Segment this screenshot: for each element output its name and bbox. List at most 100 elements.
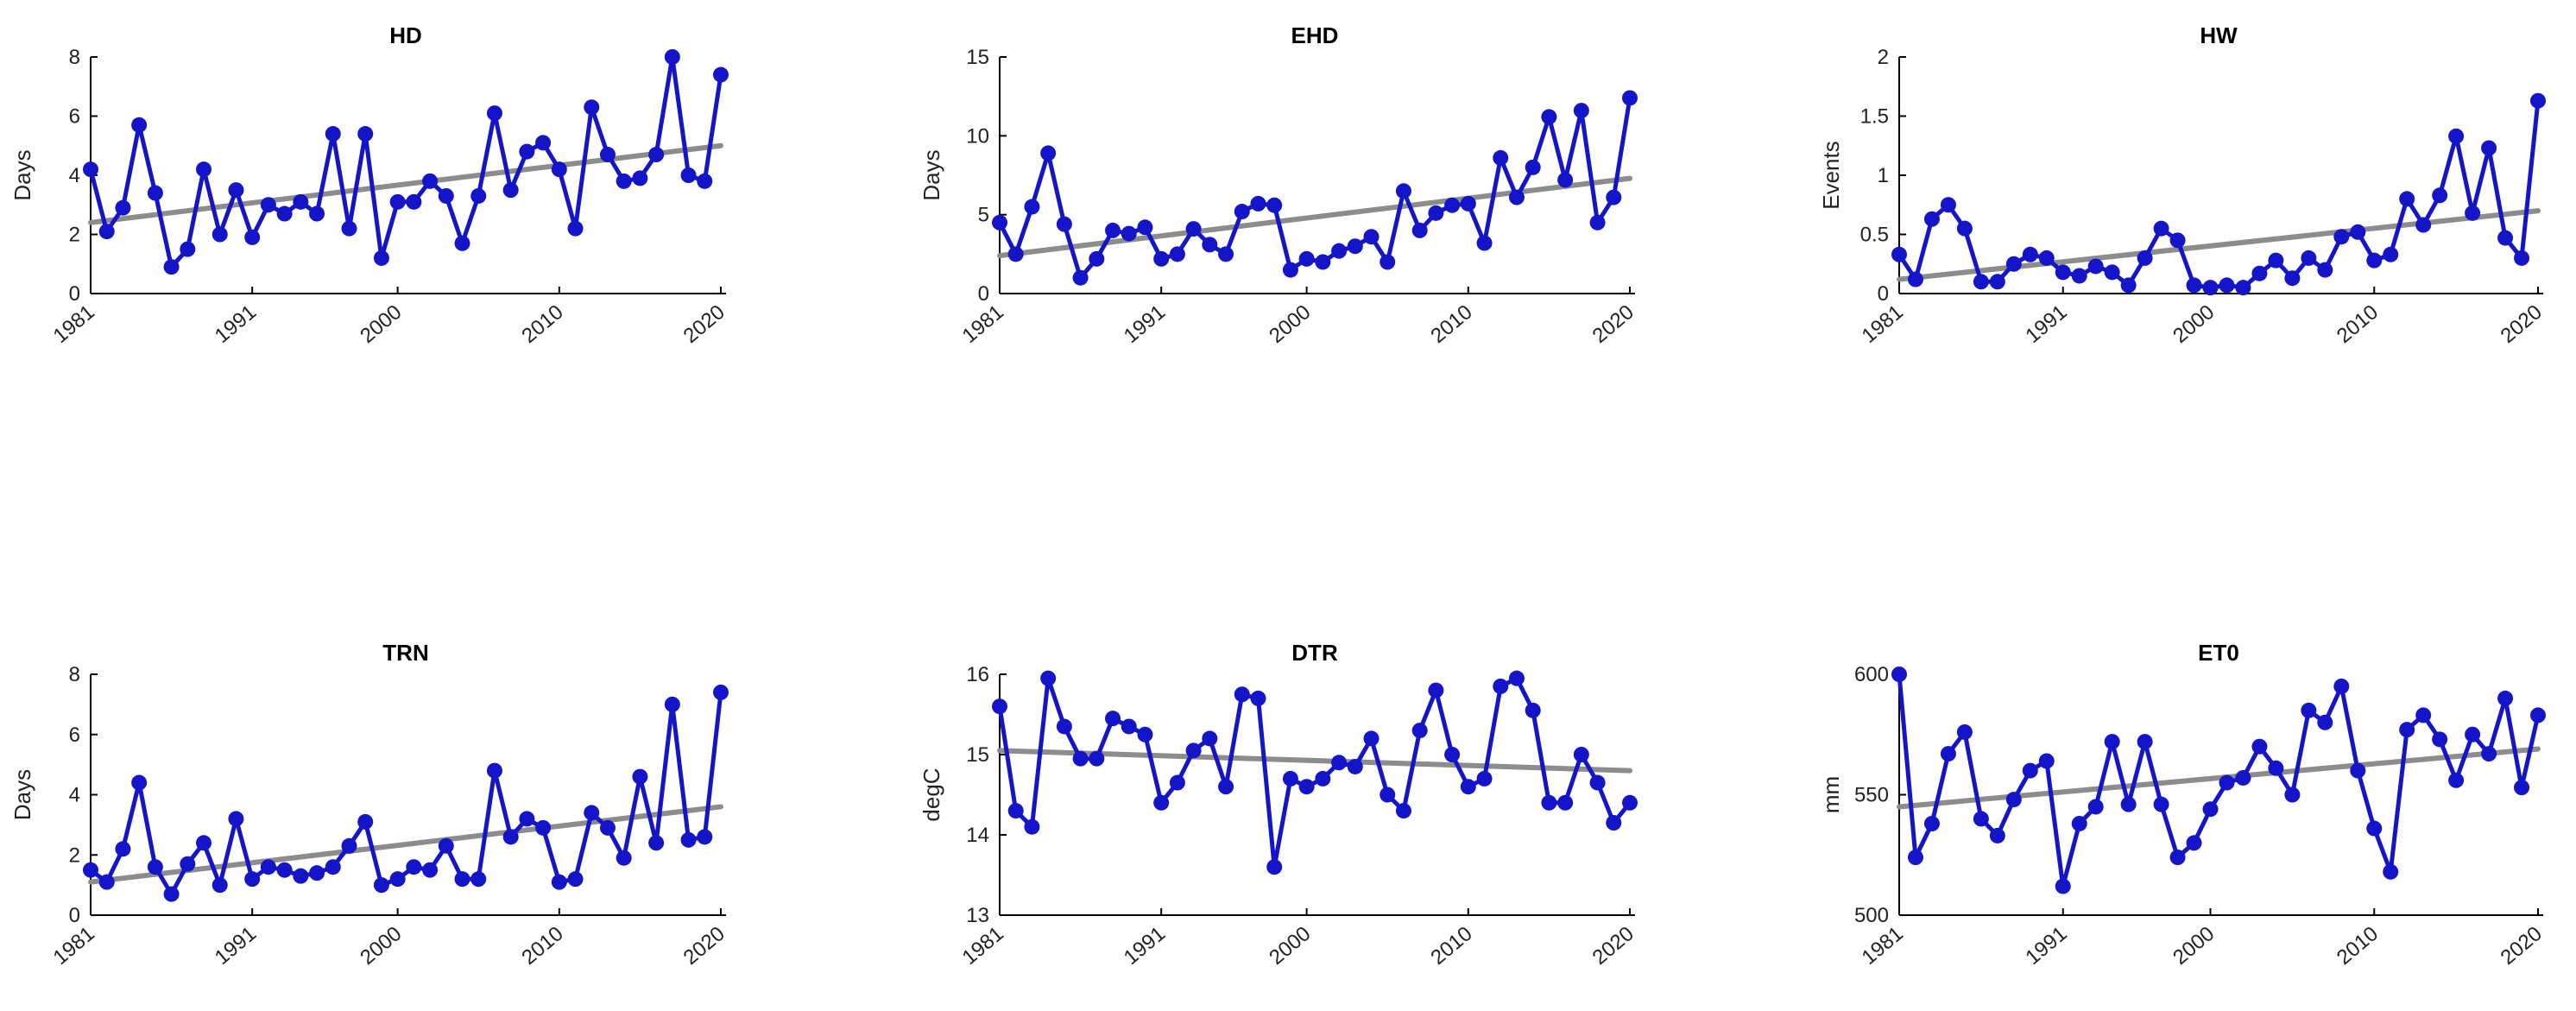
series-line (997, 98, 1632, 281)
data-point (1105, 711, 1121, 727)
y-axis-label: Events (1818, 141, 1844, 210)
data-point (1218, 779, 1234, 795)
data-point (2415, 707, 2432, 723)
data-point (2219, 277, 2235, 294)
y-tick-label: 6 (69, 723, 80, 747)
data-point (1298, 779, 1315, 795)
data-point (2153, 796, 2169, 812)
data-point (163, 259, 180, 275)
data-point (599, 819, 616, 836)
data-point (1298, 250, 1315, 267)
y-tick-label: 0 (978, 282, 989, 306)
y-tick-label: 13 (966, 904, 989, 927)
data-point (2383, 863, 2399, 880)
data-point (2399, 722, 2415, 738)
data-point (2514, 250, 2530, 266)
data-point (551, 874, 567, 890)
data-point (2071, 815, 2087, 831)
data-point (992, 214, 1007, 231)
panel-dtr: DTR degC 13 14 15 16 1981 1991 2000 2010 2020 (919, 640, 1638, 970)
x-tick-label: 1991 (211, 922, 261, 970)
data-point (648, 147, 665, 163)
data-point (1056, 216, 1072, 232)
data-point (293, 868, 309, 884)
data-point (2153, 220, 2169, 237)
data-point (357, 813, 374, 830)
panel-title: ET0 (2198, 640, 2239, 666)
data-point (1169, 774, 1185, 791)
y-tick-label: 8 (69, 663, 80, 686)
x-tick-label: 1991 (211, 300, 261, 348)
panel-title: DTR (1291, 640, 1338, 666)
data-point (1218, 246, 1234, 262)
series-line (88, 54, 723, 269)
y-tick-label: 5 (978, 204, 989, 227)
data-point (1973, 274, 1989, 290)
data-point (1347, 758, 1363, 774)
data-point (2514, 780, 2530, 796)
data-point (2366, 820, 2383, 837)
x-tick-label: 2010 (1426, 300, 1476, 348)
data-point (1557, 172, 1574, 188)
y-tick-label: 500 (1854, 904, 1889, 927)
data-point (1266, 859, 1283, 875)
data-point (486, 762, 502, 779)
x-tick-label: 2000 (356, 922, 406, 970)
data-point (1040, 670, 1057, 686)
data-point (1007, 246, 1024, 262)
data-point (1444, 747, 1461, 762)
x-tick-label: 1981 (1858, 300, 1908, 348)
data-point (2530, 707, 2546, 723)
data-point (1089, 250, 1105, 267)
x-tick-label: 2020 (2497, 922, 2547, 970)
data-point (2169, 850, 2186, 866)
data-point (567, 220, 584, 237)
y-tick-label: 1 (1878, 164, 1889, 187)
data-point (357, 126, 374, 142)
data-point (163, 886, 180, 902)
data-point (2530, 92, 2546, 109)
y-axis-label: degC (919, 768, 944, 821)
series-line (1897, 673, 2541, 888)
data-point (584, 805, 600, 821)
data-point (1266, 197, 1283, 213)
series-line (1897, 100, 2541, 290)
data-point (406, 859, 422, 875)
panel-hd: HD Days 0 2 4 6 8 1981 1991 2000 2010 2020 (9, 22, 729, 348)
data-point (1940, 746, 1956, 762)
data-point (1024, 199, 1040, 215)
data-point (1923, 815, 1940, 831)
panel-ehd: EHD Days 0 5 10 15 1981 1991 2000 2010 2020 (919, 22, 1638, 348)
data-point (373, 250, 389, 266)
data-point (1891, 246, 1907, 262)
data-point (1989, 827, 2005, 844)
data-point (1250, 195, 1266, 212)
x-tick-label: 1991 (2021, 922, 2071, 970)
data-point (2104, 264, 2120, 281)
y-tick-label: 4 (69, 784, 80, 807)
data-point (1331, 755, 1348, 771)
x-tick-label: 2020 (2497, 300, 2547, 348)
x-tick-label: 2010 (517, 300, 567, 348)
data-point (244, 871, 261, 888)
data-point (2071, 268, 2087, 284)
data-point (2366, 252, 2383, 269)
y-axis-label: Days (919, 149, 944, 200)
x-tick-label: 1981 (958, 300, 1008, 348)
data-point (228, 811, 244, 827)
data-point (2383, 246, 2399, 262)
data-point (276, 862, 293, 878)
y-tick-label: 15 (966, 46, 989, 69)
x-tick-label: 2000 (2169, 300, 2219, 348)
data-point (1121, 718, 1137, 735)
data-point (276, 205, 293, 222)
data-point (1573, 103, 1589, 119)
x-tick-label: 2000 (356, 300, 406, 348)
data-point (406, 193, 422, 210)
data-point (1557, 794, 1574, 811)
data-point (2235, 280, 2251, 296)
data-point (1331, 243, 1348, 259)
data-point (2448, 128, 2465, 144)
data-point (486, 105, 502, 122)
data-point (83, 161, 98, 178)
